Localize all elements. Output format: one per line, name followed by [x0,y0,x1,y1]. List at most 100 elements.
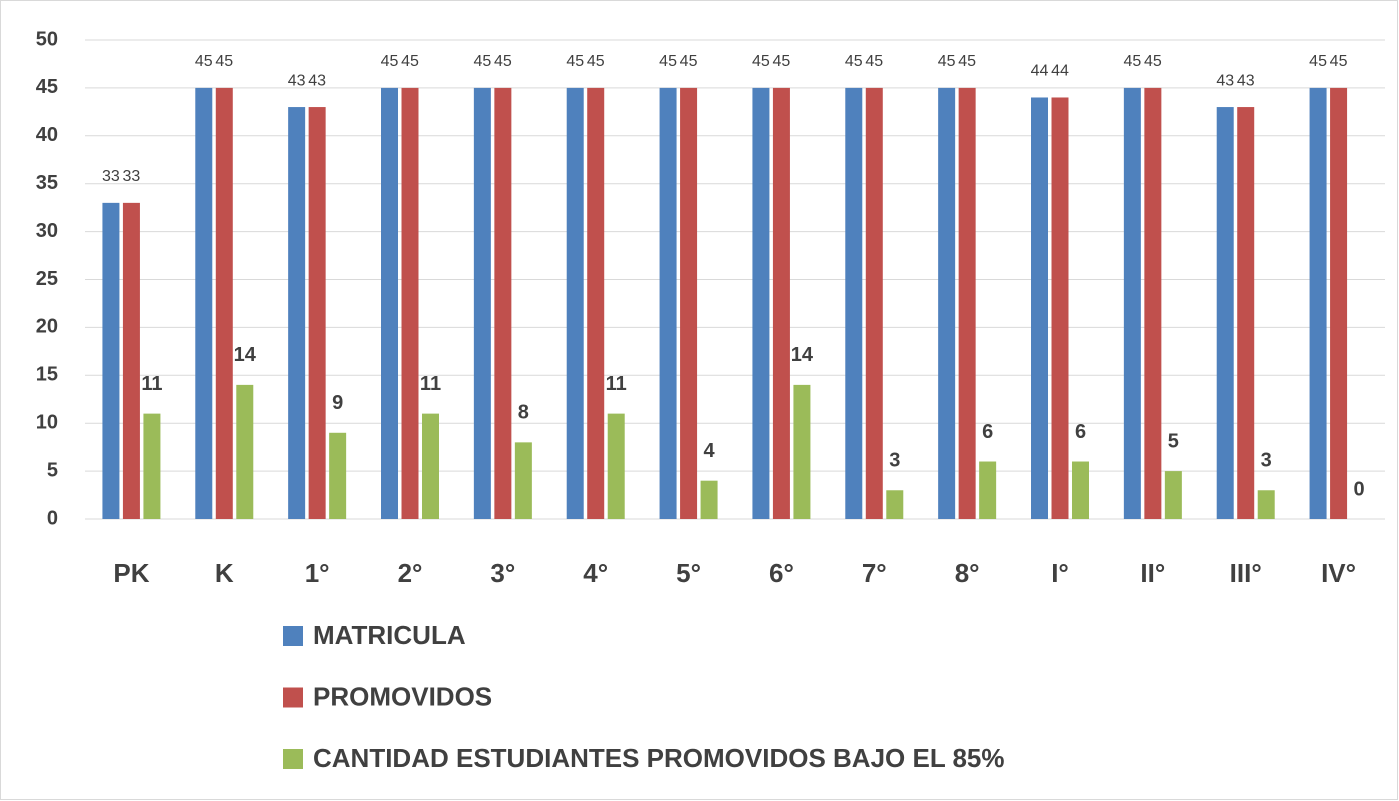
data-label: 45 [566,53,584,70]
data-label: 45 [1144,53,1162,70]
legend-label: PROMOVIDOS [313,681,492,711]
bar [793,384,811,519]
bar [1051,97,1069,519]
bar [1031,97,1048,519]
bar [566,87,584,520]
bar [1144,87,1162,520]
data-label: 11 [420,373,441,395]
data-label: 45 [773,53,791,70]
x-tick-label: PK [113,558,149,588]
data-label: 0 [1354,478,1365,500]
bar [308,107,326,519]
data-label: 5 [1168,430,1179,452]
data-label: 45 [659,53,677,70]
bar [401,87,419,520]
data-label: 45 [845,53,863,70]
bar [288,107,306,519]
legend-swatch [283,749,303,769]
bar [1309,87,1327,520]
x-tick-label: 6° [769,558,794,588]
bar [1072,461,1089,519]
x-tick-label: II° [1140,558,1165,588]
data-label: 9 [332,392,343,414]
data-label: 45 [680,53,698,70]
bar [938,87,956,520]
x-tick-label: 5° [676,558,701,588]
x-tick-label: 1° [305,558,330,588]
bar [422,413,439,519]
data-label: 43 [288,72,306,89]
bar [1164,471,1182,519]
data-label: 45 [401,53,419,70]
bar [494,87,512,520]
data-label: 43 [308,72,326,89]
y-tick-label: 5 [47,459,58,481]
bar [381,87,398,520]
bar [1257,490,1275,519]
data-label: 11 [606,373,627,395]
bar [607,413,625,519]
x-tick-label: 7° [862,558,887,588]
bar [102,202,120,520]
x-tick-label: K [215,558,234,588]
bar [772,87,790,520]
data-label: 45 [494,53,512,70]
legend-label: MATRICULA [313,620,466,650]
bar [587,87,605,520]
bar [886,490,904,519]
data-label: 43 [1216,72,1234,89]
y-tick-label: 45 [36,76,58,98]
data-label: 44 [1051,63,1069,80]
data-label: 8 [518,402,529,424]
data-label: 4 [704,440,716,462]
bar [1330,87,1348,520]
y-tick-label: 50 [36,28,58,50]
data-label: 44 [1031,63,1049,80]
y-tick-label: 0 [47,507,58,529]
data-label: 43 [1237,72,1255,89]
bar [143,413,161,519]
bar [1123,87,1141,520]
data-label: 45 [865,53,883,70]
x-tick-label: 8° [955,558,980,588]
legend-swatch [283,687,303,708]
bar [1216,107,1234,519]
y-tick-label: 30 [36,220,58,242]
data-label: 45 [587,53,605,70]
data-label: 45 [381,53,399,70]
y-tick-label: 10 [36,411,58,433]
data-label: 11 [141,373,162,395]
x-tick-label: 3° [490,558,515,588]
bar [659,87,677,520]
x-tick-label: III° [1230,558,1262,588]
bar [122,202,140,520]
legend-swatch [283,626,303,646]
x-tick-label: 2° [398,558,423,588]
bar [845,87,863,520]
bar [865,87,883,520]
y-tick-label: 20 [36,316,58,338]
x-tick-label: I° [1051,558,1069,588]
data-label: 45 [473,53,491,70]
x-tick-label: IV° [1321,558,1356,588]
bar [979,461,997,519]
data-label: 14 [234,344,257,366]
bar [680,87,698,520]
bar [958,87,976,520]
y-tick-label: 25 [36,268,58,290]
data-label: 45 [1309,53,1327,70]
y-tick-label: 35 [36,172,58,194]
data-label: 45 [752,53,770,70]
x-tick-label: 4° [583,558,608,588]
bar [236,384,254,519]
y-tick-label: 15 [36,364,58,386]
data-label: 33 [102,168,120,185]
data-label: 6 [982,421,993,443]
bar [195,87,213,520]
legend-label: CANTIDAD ESTUDIANTES PROMOVIDOS BAJO EL … [313,743,1005,773]
bar [1237,107,1255,519]
bar [215,87,233,520]
data-label: 3 [889,450,900,472]
